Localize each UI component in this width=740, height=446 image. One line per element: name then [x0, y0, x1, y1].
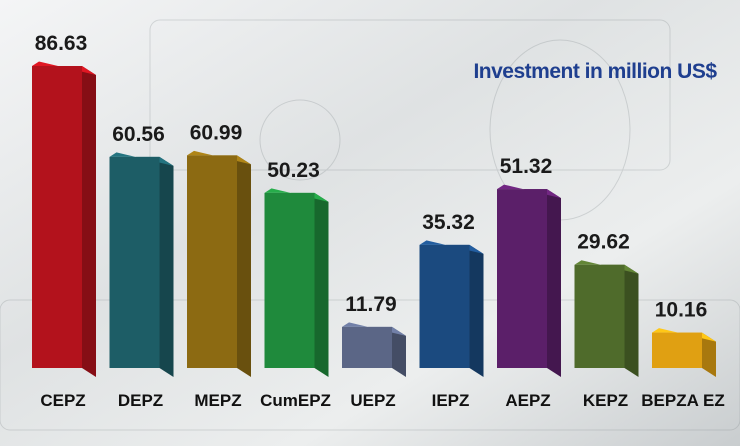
bar-side: [237, 155, 251, 377]
value-label: 51.32: [500, 155, 553, 178]
chart-title: Investment in million US$: [473, 60, 717, 83]
bar-side: [624, 264, 639, 377]
bar: [497, 189, 547, 368]
x-tick-label: MEPZ: [194, 391, 241, 410]
value-label: 35.32: [422, 211, 475, 234]
value-label: 60.99: [190, 121, 243, 144]
bar: [574, 264, 625, 368]
bar-top: [109, 152, 174, 166]
bar-side: [392, 326, 406, 377]
x-tick-label: CumEPZ: [260, 391, 331, 410]
bar: [187, 155, 237, 368]
bar-top: [342, 322, 406, 336]
bar: [419, 244, 470, 368]
x-tick-label: UEPZ: [350, 391, 395, 410]
bar-side: [159, 156, 174, 377]
bar-top: [652, 328, 716, 342]
bar: [109, 156, 160, 368]
x-tick-label: CEPZ: [40, 391, 85, 410]
bar: [264, 192, 315, 368]
value-label: 50.23: [267, 159, 320, 182]
value-label: 11.79: [345, 293, 396, 316]
bar-side: [702, 332, 716, 377]
value-label: 29.62: [577, 231, 630, 254]
x-tick-label: DEPZ: [118, 391, 163, 410]
bar: [652, 332, 702, 368]
bar-side: [82, 66, 96, 377]
value-label: 10.16: [655, 299, 708, 322]
x-tick-label: KEPZ: [583, 391, 628, 410]
value-label: 86.63: [35, 32, 88, 55]
bar-side: [314, 192, 329, 377]
x-tick-label: AEPZ: [505, 391, 550, 410]
bar-top: [497, 184, 561, 199]
value-label: 60.56: [112, 123, 165, 146]
x-tick-label: IEPZ: [432, 391, 470, 410]
bar-top: [32, 61, 96, 75]
bar-top: [264, 188, 329, 202]
bar-top: [187, 150, 251, 165]
bar-top: [419, 240, 484, 254]
bar: [342, 326, 392, 368]
x-tick-label: BEPZA EZ: [641, 391, 724, 410]
bar-top: [574, 260, 639, 274]
bar: [32, 66, 82, 368]
bar-side: [469, 244, 484, 377]
bar-side: [547, 189, 561, 377]
